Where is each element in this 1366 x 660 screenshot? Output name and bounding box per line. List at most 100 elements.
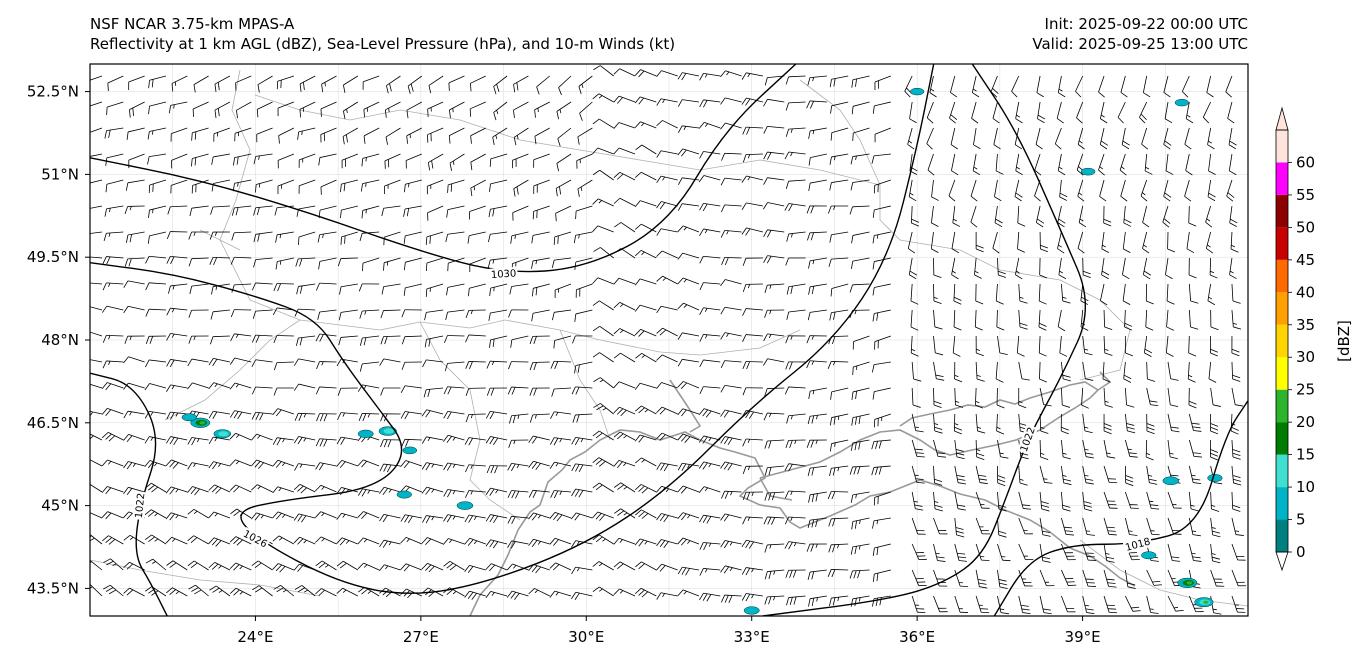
wind-barb [954,439,965,460]
graticule [90,64,1248,616]
wind-barb [698,408,721,418]
wind-barb [144,534,167,545]
wind-barb [534,127,550,145]
wind-barb [764,569,785,580]
wind-barb [994,179,1002,202]
wind-barb [90,127,103,133]
wind-barb [359,361,380,372]
wind-barb [871,439,891,450]
wind-barb [485,563,508,572]
wind-barb [1124,569,1136,589]
isobar-line [90,372,168,616]
wind-barb [1163,127,1172,150]
wind-barb [592,277,614,285]
wind-barb [1124,439,1138,458]
wind-barb [102,360,124,369]
wind-barb [970,205,978,228]
wind-barb [613,431,636,441]
wind-barb [528,512,550,521]
wind-barb [533,153,550,168]
wind-barb [677,433,700,443]
wind-barb [315,282,337,291]
wind-barb [315,438,337,447]
wind-barb [549,590,572,598]
wind-barb [386,75,401,94]
wind-barb [614,482,636,493]
wind-barb [90,383,103,389]
wind-barb [1061,491,1071,512]
wind-barb [444,361,465,372]
wind-barb [613,381,636,389]
wind-barb [148,179,167,194]
isobar-label-bg [132,491,148,521]
wind-barb [677,99,700,107]
wind-barb [933,335,944,356]
wind-barb [763,358,785,366]
wind-barb [1188,439,1202,458]
wind-barb [90,205,103,209]
wind-barb [1231,491,1241,512]
wind-barb [1039,543,1051,563]
wind-barb [1146,569,1162,586]
wind-barb [950,127,958,150]
wind-barb [808,283,827,295]
wind-barb [634,121,657,129]
wind-barb [510,231,529,244]
wind-barb [273,585,295,597]
wind-barb [123,461,145,470]
wind-barb [613,537,636,545]
wind-barb [486,387,508,396]
wind-barb [634,304,657,312]
wind-barb [1185,153,1193,176]
wind-barb [298,231,316,246]
wind-barb [656,354,678,363]
wind-barb [677,381,700,389]
wind-barb [1125,595,1141,612]
wind-barb [911,205,920,227]
wind-barb [827,491,849,500]
wind-barb [851,75,870,88]
wind-barb [449,153,465,171]
wind-barb [1146,517,1160,536]
wind-barb [257,75,273,93]
wind-barb [251,484,273,493]
wind-barb [1205,205,1213,228]
wind-barb [975,569,988,589]
wind-barb [166,411,188,420]
wind-barb [381,205,401,217]
colorbar-tick-label: 15 [1296,446,1315,464]
wind-barb [908,257,918,280]
wind-barb [208,382,231,390]
wind-barb [871,361,891,373]
wind-barb [1167,595,1184,612]
wind-barb [677,462,700,471]
wind-barb [1101,231,1110,253]
wind-barb [593,403,614,415]
wind-barb [1100,101,1108,124]
wind-barb [1188,491,1199,512]
wind-barb [556,153,572,172]
wind-barb [656,201,678,210]
wind-barb [336,537,358,546]
wind-barb [338,335,358,346]
wind-barb [571,463,593,473]
wind-barb [230,309,252,318]
wind-barb [406,127,422,144]
wind-barb [874,335,891,350]
wind-barb [102,256,124,265]
wind-barb [363,101,380,118]
wind-barb [470,153,486,171]
colorbar-tick-label: 25 [1296,381,1315,399]
wind-barb [1103,595,1118,614]
wind-barb [210,309,230,320]
wind-barb [677,408,700,417]
wind-barb [509,413,529,424]
wind-barb [764,283,785,293]
wind-barb [101,382,124,391]
wind-barb [656,98,678,106]
wind-barb [550,490,572,499]
wind-barb [741,175,764,183]
wind-barb [493,75,508,95]
wind-barb [229,484,252,493]
wind-barb [428,75,444,94]
